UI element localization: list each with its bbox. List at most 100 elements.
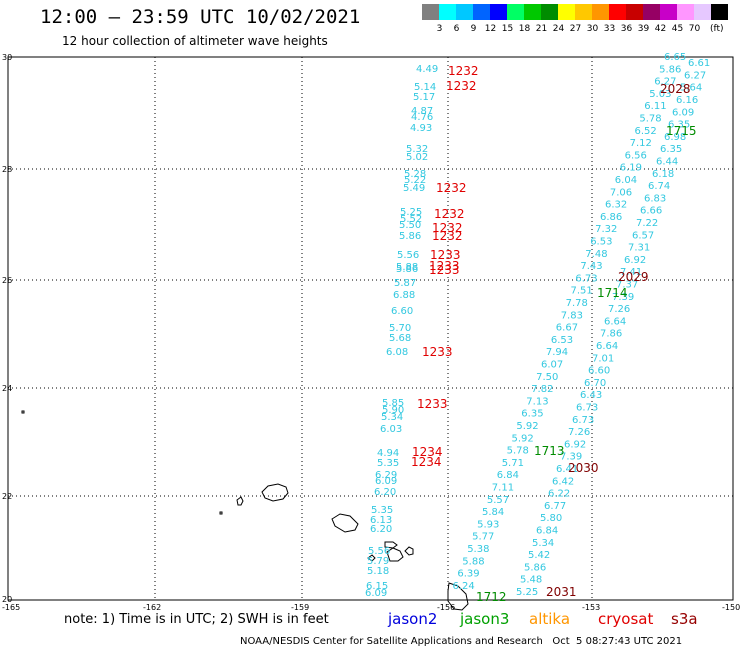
- swh-value: 7.26: [608, 304, 630, 315]
- legend-label: 39: [637, 24, 650, 34]
- swh-value: 5.52: [400, 214, 422, 225]
- legend-label: 36: [620, 24, 633, 34]
- legend-swatch: [643, 4, 660, 20]
- swh-value: 4.49: [416, 64, 438, 75]
- swh-value: 6.18: [652, 169, 674, 180]
- swh-value: 6.70: [584, 378, 606, 389]
- legend-swatch: [575, 4, 592, 20]
- west-track-times: 1232123212321232123212321233123312331233…: [411, 64, 479, 469]
- swh-value: 5.70: [389, 323, 411, 334]
- island-outline: [236, 496, 244, 506]
- island-outline: [21, 410, 25, 414]
- swh-value: 6.27: [684, 70, 706, 81]
- swh-value: 5.38: [467, 544, 489, 555]
- swh-value: 6.04: [615, 175, 637, 186]
- swh-value: 5.77: [472, 532, 494, 543]
- swh-value: 6.73: [572, 415, 594, 426]
- swh-value: 7.86: [600, 329, 622, 340]
- swh-value: 6.39: [457, 569, 479, 580]
- lon-label: -159: [291, 603, 309, 612]
- swh-value: 6.53: [590, 237, 612, 248]
- swh-value: 7.48: [585, 249, 607, 260]
- legend-swatch: [558, 4, 575, 20]
- swh-value: 6.15: [366, 581, 388, 592]
- swh-value: 7.78: [566, 298, 588, 309]
- time-label: 1714: [597, 286, 628, 300]
- island-outline: [219, 511, 223, 515]
- hawaiian-islands: [21, 410, 469, 611]
- legend-label: 42: [654, 24, 667, 34]
- legend-swatch: [490, 4, 507, 20]
- footer-credit: NOAA/NESDIS Center for Satellite Applica…: [240, 636, 683, 647]
- swh-value: 6.27: [654, 77, 676, 88]
- swh-value: 6.61: [688, 58, 710, 69]
- swh-value: 5.93: [477, 519, 499, 530]
- swh-value: 5.42: [528, 550, 550, 561]
- legend-swatch: [541, 4, 558, 20]
- swh-value: 5.84: [482, 507, 504, 518]
- lon-label: -150: [722, 603, 740, 612]
- legend-swatch: [422, 4, 439, 20]
- swh-value: 6.43: [580, 390, 602, 401]
- island-outline: [386, 547, 404, 562]
- swh-value: 6.09: [365, 588, 387, 599]
- swh-value: 5.56: [397, 250, 419, 261]
- swh-value: 6.73: [575, 273, 597, 284]
- swh-value: 5.78: [639, 114, 661, 125]
- time-label: 1713: [534, 444, 565, 458]
- time-label: 1232: [432, 229, 463, 243]
- swh-value: 7.94: [546, 347, 568, 358]
- time-label: 2028: [660, 82, 691, 96]
- legend-label: 45: [671, 24, 684, 34]
- time-label: 1232: [448, 64, 479, 78]
- swh-value: 6.20: [370, 524, 392, 535]
- swh-value: 6.56: [625, 150, 647, 161]
- swh-value: 7.22: [636, 218, 658, 229]
- swh-value: 5.48: [520, 575, 542, 586]
- time-label: 1233: [422, 345, 453, 359]
- legend-swatch: [473, 4, 490, 20]
- swh-value: 6.84: [536, 526, 558, 537]
- swh-value: 5.86: [524, 562, 546, 573]
- time-label: 1232: [446, 79, 477, 93]
- swh-value: 6.60: [391, 306, 413, 317]
- swh-value: 6.88: [393, 290, 415, 301]
- swh-value: 7.32: [595, 224, 617, 235]
- legend-label: 6: [453, 24, 460, 34]
- swh-value: 5.34: [532, 538, 554, 549]
- swh-value: 6.42: [552, 476, 574, 487]
- legend-swatch: [711, 4, 728, 20]
- swh-value: 5.85: [382, 398, 404, 409]
- lat-label: 28: [2, 165, 12, 174]
- swh-value: 7.51: [571, 286, 593, 297]
- map-frame: [7, 56, 734, 601]
- swh-value: 6.66: [640, 206, 662, 217]
- swh-value: 6.92: [624, 255, 646, 266]
- swh-value: 7.01: [592, 353, 614, 364]
- swh-value: 7.37: [616, 280, 638, 291]
- swh-value: 5.68: [389, 333, 411, 344]
- grid-lines: [8, 57, 733, 600]
- swh-value: 7.41: [620, 267, 642, 278]
- swh-value: 5.32: [406, 144, 428, 155]
- swh-value: 7.12: [630, 138, 652, 149]
- swh-value: 5.92: [512, 433, 534, 444]
- swh-value: 6.35: [660, 144, 682, 155]
- lat-label: 20: [2, 595, 12, 604]
- legend-label: 12: [484, 24, 497, 34]
- swh-value: 5.28: [404, 169, 426, 180]
- legend-label: 21: [535, 24, 548, 34]
- swh-value: 5.57: [487, 495, 509, 506]
- east-track: 6.656.615.866.276.275.645.036.166.116.09…: [453, 52, 711, 598]
- swh-value: 6.74: [648, 181, 670, 192]
- legend-swatch: [456, 4, 473, 20]
- swh-value: 5.92: [516, 421, 538, 432]
- island-outline: [404, 546, 414, 556]
- island-outline: [261, 483, 289, 502]
- swh-value: 6.20: [374, 487, 396, 498]
- legend-swatch: [694, 4, 711, 20]
- legend-label: 3: [436, 24, 443, 34]
- legend-label: 30: [586, 24, 599, 34]
